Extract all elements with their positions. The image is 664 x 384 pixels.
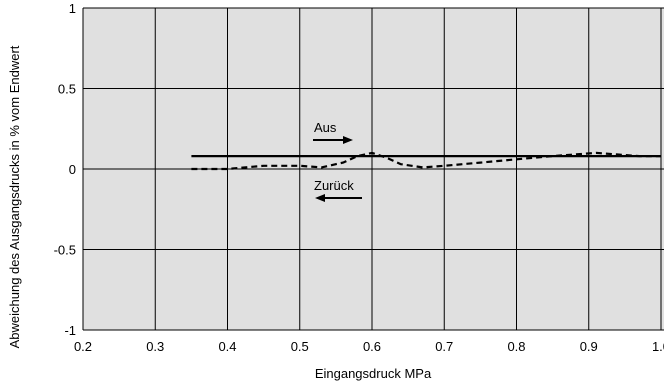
y-tick-label: 0.5 [58, 82, 76, 97]
arrow-left-icon [315, 194, 362, 202]
grid [82, 7, 664, 331]
x-tick-label: 0.8 [507, 339, 525, 354]
x-tick-label: 0.4 [218, 339, 236, 354]
annotation-aus-label: Aus [314, 120, 337, 135]
series-group [191, 151, 661, 171]
x-tick-label: 0.2 [74, 339, 92, 354]
tick-labels: 0.2 0.3 0.4 0.5 0.6 0.7 0.8 0.9 1.0 1 0.5 0 -0.5 -1 [54, 1, 664, 354]
y-tick-label: 0 [69, 162, 76, 177]
x-tick-label: 0.6 [363, 339, 381, 354]
y-tick-label: -1 [64, 323, 76, 338]
y-tick-label: 1 [69, 1, 76, 16]
x-tick-label: 0.5 [291, 339, 309, 354]
x-tick-label: 1.0 [652, 339, 664, 354]
series-line-zurck [191, 151, 661, 171]
x-tick-label: 0.9 [580, 339, 598, 354]
x-axis-label: Eingangsdruck MPa [315, 366, 432, 381]
y-tick-label: -0.5 [54, 243, 76, 258]
x-tick-label: 0.3 [146, 339, 164, 354]
arrow-right-icon [313, 136, 353, 144]
y-axis-label: Abweichung des Ausgangsdrucks in % vom E… [7, 45, 22, 348]
annotation-zurueck-label: Zurück [314, 178, 354, 193]
x-tick-label: 0.7 [435, 339, 453, 354]
